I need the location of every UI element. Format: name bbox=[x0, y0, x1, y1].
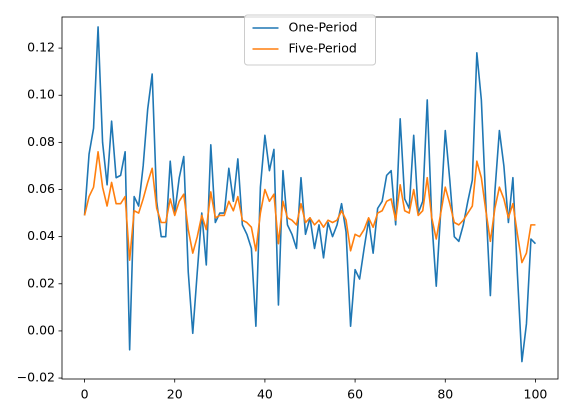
series-line bbox=[83, 151, 536, 264]
series-line bbox=[83, 26, 537, 363]
y-tick-label: 0.08 bbox=[27, 134, 55, 149]
y-tick-label: 0.00 bbox=[27, 322, 55, 337]
legend-label: One-Period bbox=[289, 20, 358, 35]
x-tick-label: 40 bbox=[257, 387, 273, 402]
legend-label: Five-Period bbox=[289, 41, 357, 56]
y-tick-label: 0.12 bbox=[27, 40, 55, 55]
y-tick-label: 0.10 bbox=[27, 87, 55, 102]
legend: One-Period Five-Period bbox=[244, 14, 376, 66]
y-tick-label: −0.02 bbox=[17, 370, 55, 385]
y-tick-label: 0.06 bbox=[27, 181, 55, 196]
x-tick-label: 0 bbox=[81, 387, 89, 402]
x-tick-label: 20 bbox=[167, 387, 183, 402]
x-tick-label: 60 bbox=[347, 387, 363, 402]
y-tick-label: 0.04 bbox=[27, 228, 55, 243]
x-tick-label: 80 bbox=[437, 387, 453, 402]
x-tick-label: 100 bbox=[524, 387, 548, 402]
y-tick-label: 0.02 bbox=[27, 275, 55, 290]
